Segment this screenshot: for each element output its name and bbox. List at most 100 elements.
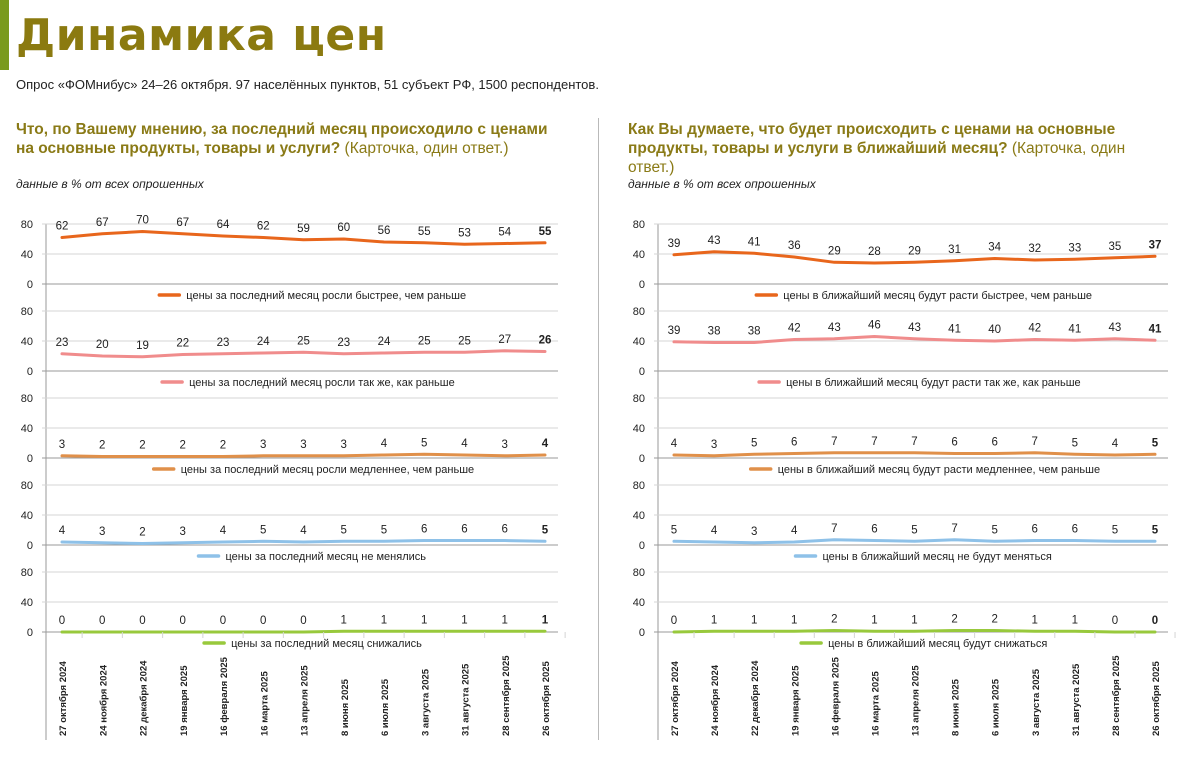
left-y-tick-label: 80 bbox=[21, 306, 33, 318]
left-data-label: 2 bbox=[220, 440, 226, 452]
right-data-label: 39 bbox=[668, 325, 681, 337]
left-data-label: 0 bbox=[139, 615, 145, 627]
right-data-label: 5 bbox=[1152, 437, 1159, 449]
left-data-label: 2 bbox=[139, 440, 145, 452]
left-data-label: 5 bbox=[542, 524, 549, 536]
left-unit-note: данные в % от всех опрошенных bbox=[16, 177, 204, 191]
left-data-label: 4 bbox=[542, 438, 549, 450]
left-data-label: 0 bbox=[260, 615, 266, 627]
left-data-label: 6 bbox=[421, 524, 427, 536]
right-data-label: 41 bbox=[1068, 323, 1081, 335]
left-data-label: 5 bbox=[341, 524, 347, 536]
left-series-line-3 bbox=[60, 452, 547, 458]
right-data-label: 1 bbox=[751, 614, 757, 626]
left-data-label: 2 bbox=[99, 440, 105, 452]
right-data-label: 33 bbox=[1068, 242, 1081, 254]
right-data-label: 29 bbox=[828, 245, 841, 257]
right-y-tick-label: 0 bbox=[639, 279, 645, 291]
left-data-label: 0 bbox=[180, 615, 186, 627]
right-data-label: 1 bbox=[871, 614, 877, 626]
panel-divider bbox=[598, 118, 599, 740]
right-data-label: 5 bbox=[751, 437, 757, 449]
right-data-label: 6 bbox=[1032, 524, 1038, 536]
right-data-label: 2 bbox=[991, 614, 997, 626]
left-data-label: 1 bbox=[502, 614, 508, 626]
left-x-category-label: 8 июня 2025 bbox=[340, 678, 351, 736]
left-series-line-5 bbox=[60, 629, 547, 634]
left-x-category-label: 16 февраля 2025 bbox=[219, 656, 230, 736]
left-data-label: 25 bbox=[418, 335, 431, 347]
right-y-tick-label: 0 bbox=[639, 366, 645, 378]
left-legend-label-2: цены за последний месяц росли так же, ка… bbox=[189, 377, 455, 389]
right-data-label: 5 bbox=[991, 524, 997, 536]
right-series-line-2 bbox=[672, 335, 1157, 344]
right-data-label: 4 bbox=[671, 438, 678, 450]
left-data-label: 4 bbox=[59, 525, 66, 537]
right-data-label: 3 bbox=[711, 439, 717, 451]
left-data-label: 23 bbox=[56, 337, 69, 349]
left-data-label: 27 bbox=[498, 334, 511, 346]
left-data-label: 3 bbox=[341, 439, 347, 451]
right-data-label: 43 bbox=[908, 322, 921, 334]
right-series-line-1 bbox=[672, 250, 1157, 265]
right-data-label: 2 bbox=[831, 614, 837, 626]
left-data-label: 4 bbox=[300, 525, 307, 537]
right-data-label: 38 bbox=[708, 326, 721, 338]
left-series-line-4 bbox=[60, 539, 547, 545]
right-data-label: 6 bbox=[991, 437, 997, 449]
right-x-category-label: 3 августа 2025 bbox=[1031, 668, 1042, 736]
left-data-label: 0 bbox=[99, 615, 105, 627]
left-data-label: 3 bbox=[502, 439, 508, 451]
page-title: Динамика цен bbox=[16, 10, 387, 61]
left-x-category-label: 22 декабря 2024 bbox=[139, 660, 150, 736]
left-y-tick-label: 40 bbox=[21, 510, 33, 522]
right-question-note: (Карточка, один ответ.) bbox=[628, 140, 1126, 176]
right-data-label: 39 bbox=[668, 238, 681, 250]
left-data-label: 60 bbox=[337, 222, 350, 234]
right-legend-label-4: цены в ближайший месяц не будут меняться bbox=[823, 551, 1052, 563]
right-data-label: 7 bbox=[831, 436, 837, 448]
right-data-label: 46 bbox=[868, 320, 881, 332]
left-y-tick-label: 80 bbox=[21, 480, 33, 492]
left-legend-label-4: цены за последний месяц не менялись bbox=[226, 551, 427, 563]
left-question: Что, по Вашему мнению, за последний меся… bbox=[16, 120, 556, 158]
left-data-label: 26 bbox=[539, 335, 552, 347]
right-data-label: 0 bbox=[671, 615, 677, 627]
right-x-category-label: 28 сентября 2025 bbox=[1111, 655, 1122, 736]
right-y-tick-label: 80 bbox=[633, 393, 645, 405]
left-x-category-label: 24 ноября 2024 bbox=[98, 664, 109, 736]
right-data-label: 1 bbox=[791, 614, 797, 626]
left-y-tick-label: 40 bbox=[21, 336, 33, 348]
left-data-label: 67 bbox=[96, 217, 109, 229]
left-data-label: 20 bbox=[96, 339, 109, 351]
left-data-label: 4 bbox=[220, 525, 227, 537]
left-data-label: 5 bbox=[381, 524, 387, 536]
left-y-tick-label: 0 bbox=[27, 453, 33, 465]
left-data-label: 5 bbox=[421, 437, 427, 449]
left-question-note: (Карточка, один ответ.) bbox=[344, 140, 509, 157]
left-y-tick-label: 0 bbox=[27, 540, 33, 552]
left-y-tick-label: 40 bbox=[21, 597, 33, 609]
left-data-label: 2 bbox=[180, 440, 186, 452]
right-data-label: 7 bbox=[911, 436, 917, 448]
right-x-category-label: 27 октября 2024 bbox=[670, 660, 681, 736]
right-y-tick-label: 40 bbox=[633, 249, 645, 261]
right-x-category-label: 8 июня 2025 bbox=[951, 678, 962, 736]
left-x-category-label: 28 сентября 2025 bbox=[501, 655, 512, 736]
right-data-label: 29 bbox=[908, 245, 921, 257]
right-x-category-label: 6 июля 2025 bbox=[991, 678, 1002, 736]
left-data-label: 64 bbox=[217, 219, 230, 231]
left-data-label: 55 bbox=[418, 226, 431, 238]
right-data-label: 43 bbox=[1109, 322, 1122, 334]
right-data-label: 42 bbox=[1028, 323, 1041, 335]
right-legend-label-5: цены в ближайший месяц будут снижаться bbox=[828, 638, 1047, 650]
right-data-label: 7 bbox=[1032, 436, 1038, 448]
right-x-category-label: 19 января 2025 bbox=[790, 665, 801, 736]
right-x-category-label: 26 октября 2025 bbox=[1151, 660, 1162, 736]
left-data-label: 23 bbox=[337, 337, 350, 349]
left-x-category-label: 27 октября 2024 bbox=[58, 660, 69, 736]
left-data-label: 5 bbox=[260, 524, 266, 536]
left-data-label: 2 bbox=[139, 527, 145, 539]
right-y-tick-label: 80 bbox=[633, 480, 645, 492]
title-accent-bar bbox=[0, 0, 9, 70]
